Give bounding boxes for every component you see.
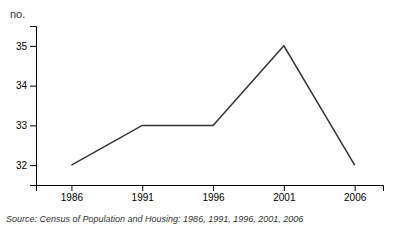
- tick: 1996: [202, 185, 225, 203]
- tick-mark: [355, 185, 356, 191]
- tick-label: 33: [16, 120, 28, 131]
- plot-area: [71, 46, 354, 165]
- tick-label: 34: [16, 80, 28, 91]
- chart: 1986 1991 1996 2001 2006 32 33 34 35 no. Source: C…: [0, 0, 397, 227]
- tick-label: 35: [16, 41, 28, 52]
- axis-line: [37, 186, 384, 192]
- tick-mark: [30, 125, 36, 126]
- tick-label: 1986: [61, 192, 84, 203]
- tick-mark: [30, 46, 36, 47]
- tick-mark: [71, 185, 72, 191]
- tick-label: 1996: [202, 192, 225, 203]
- tick: 35: [16, 41, 36, 52]
- tick: 34: [16, 80, 36, 91]
- tick-mark: [213, 185, 214, 191]
- tick-mark: [284, 185, 285, 191]
- tick-label: 2006: [344, 192, 367, 203]
- tick-label: 2001: [273, 192, 296, 203]
- x-axis: 1986 1991 1996 2001 2006: [37, 185, 384, 203]
- y-axis: 32 33 34 35: [16, 27, 37, 186]
- y-label: no.: [10, 8, 25, 20]
- tick-mark: [30, 165, 36, 166]
- tick: 32: [16, 160, 36, 171]
- tick: 1986: [61, 185, 84, 203]
- tick-mark: [30, 86, 36, 87]
- tick-label: 32: [16, 160, 28, 171]
- tick: 2001: [273, 185, 296, 203]
- tick-label: 1991: [132, 192, 155, 203]
- tick: 2006: [344, 185, 367, 203]
- axis-line: [30, 27, 37, 186]
- tick: 1991: [132, 185, 155, 203]
- source-note: Source: Census of Population and Housing…: [6, 214, 303, 224]
- line: [71, 46, 354, 165]
- tick: 33: [16, 120, 36, 131]
- tick-mark: [142, 185, 143, 191]
